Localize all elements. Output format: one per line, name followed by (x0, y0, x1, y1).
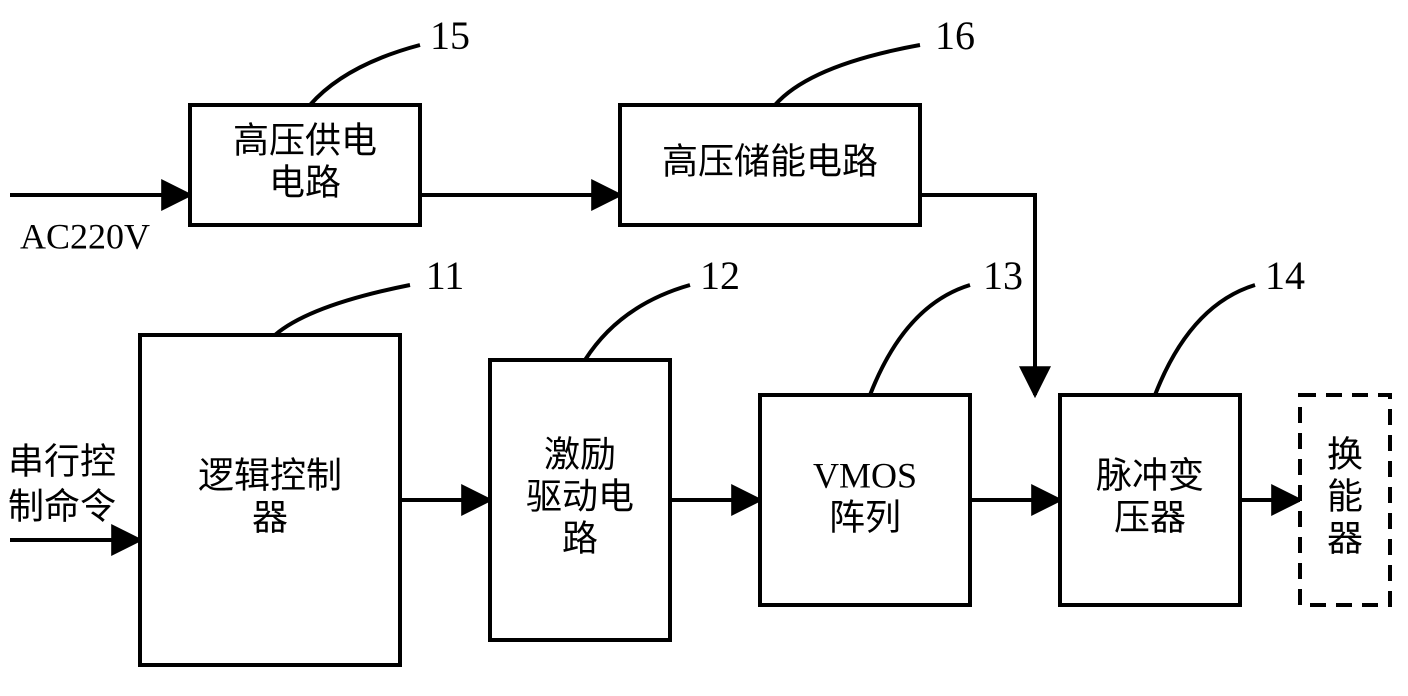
node-n11: 逻辑控制器 (140, 335, 400, 665)
node-n14-label-line: 压器 (1114, 497, 1186, 537)
leader-num-n15: 15 (430, 13, 470, 58)
node-nTrans-label-line: 能 (1327, 476, 1363, 516)
leader-num-n13: 13 (983, 253, 1023, 298)
input-ac-label: AC220V (20, 216, 150, 256)
node-n15: 高压供电电路 (190, 105, 420, 225)
node-n13: VMOS阵列 (760, 395, 970, 605)
node-n16-label-line: 高压储能电路 (662, 141, 878, 181)
node-n12: 激励驱动电路 (490, 360, 670, 640)
node-n16: 高压储能电路 (620, 105, 920, 225)
node-nTrans-label-line: 器 (1327, 518, 1363, 558)
node-n11-label-line: 逻辑控制 (198, 455, 342, 495)
node-n14: 脉冲变压器 (1060, 395, 1240, 605)
leader-n14 (1155, 285, 1255, 395)
node-n13-label-line: 阵列 (829, 497, 901, 537)
node-n13-label-line: VMOS (813, 455, 917, 495)
node-n12-label-line: 激励 (544, 434, 616, 474)
input-serial-label-line2: 制命令 (8, 486, 116, 526)
node-n15-label-line: 高压供电 (233, 120, 377, 160)
node-nTrans-label-line: 换 (1327, 434, 1363, 474)
leader-num-n11: 11 (426, 253, 465, 298)
leader-n13 (870, 285, 970, 395)
node-n12-label-line: 驱动电 (526, 476, 634, 516)
leader-num-n14: 14 (1265, 253, 1305, 298)
leader-num-n16: 16 (935, 13, 975, 58)
leader-n11 (275, 285, 410, 335)
input-serial-label-line1: 串行控 (8, 441, 116, 481)
node-n15-label-line: 电路 (269, 162, 341, 202)
leader-n12 (585, 285, 690, 360)
node-nTrans: 换能器 (1300, 395, 1390, 605)
node-n14-label-line: 脉冲变 (1096, 455, 1204, 495)
leader-num-n12: 12 (700, 253, 740, 298)
leader-n16 (775, 45, 920, 105)
leader-n15 (310, 45, 420, 105)
node-n11-label-line: 器 (252, 497, 288, 537)
node-n12-label-line: 路 (562, 518, 598, 558)
